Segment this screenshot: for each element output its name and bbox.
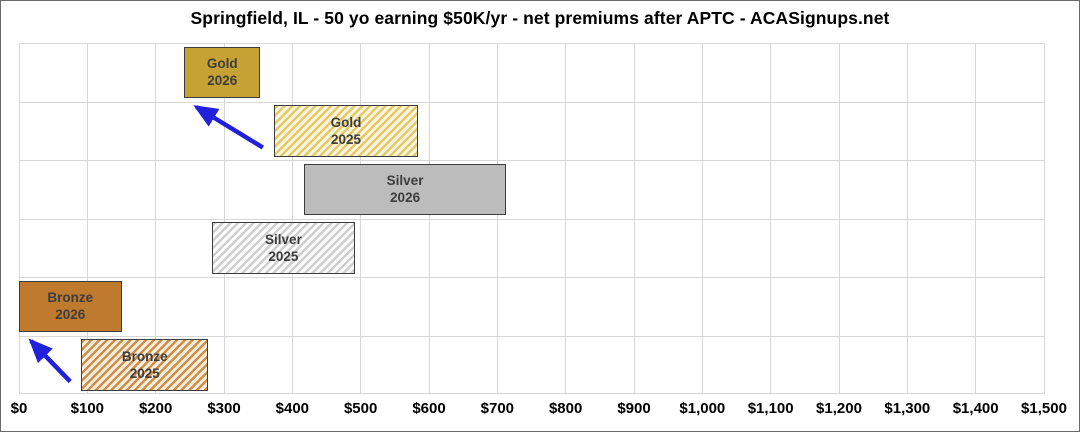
gridline-vertical [906, 43, 908, 394]
bar-label: 2025 [129, 365, 160, 381]
bar-silver-2025: Silver 2025 [211, 222, 356, 274]
gridline-vertical [770, 43, 772, 394]
bar-silver-2026: Silver 2026 [303, 163, 507, 215]
bar-label: 2026 [207, 73, 238, 89]
bar-label: Silver [386, 173, 424, 189]
bar-label: Silver [265, 231, 302, 247]
x-tick-label: $0 [10, 400, 28, 417]
bar-gold-2025: Gold 2025 [273, 105, 419, 157]
x-tick-label: $1,400 [952, 400, 999, 417]
gridline-vertical [428, 43, 430, 394]
x-tick-label: $800 [548, 400, 583, 417]
bar-gold-2026: Gold 2026 [184, 46, 261, 98]
gridline-horizontal [19, 102, 1044, 103]
x-tick-label: $500 [343, 400, 378, 417]
x-tick-label: $1,100 [747, 400, 794, 417]
x-tick-label: $100 [70, 400, 105, 417]
gridline-vertical [565, 43, 567, 394]
gridline-vertical [701, 43, 703, 394]
bar-label: 2025 [268, 248, 299, 264]
x-tick-label: $1,500 [1021, 400, 1067, 417]
bar-label: Bronze [121, 348, 168, 364]
gridline-vertical [496, 43, 498, 394]
gridline-horizontal [19, 160, 1044, 161]
gridline-horizontal [19, 277, 1044, 278]
bar-label: Gold [330, 114, 362, 130]
gridline-vertical [838, 43, 840, 394]
bar-bronze-2026: Bronze 2026 [19, 280, 122, 332]
x-axis: $0 $100 $200 $300 $400 $500 $600 $700 $800 $900 $1… [1, 400, 1079, 424]
bar-label: Gold [206, 56, 238, 72]
x-tick-label: $900 [617, 400, 651, 417]
bar-bronze-2025: Bronze 2025 [81, 339, 209, 391]
gridline-horizontal [19, 43, 1044, 44]
bar-label: 2025 [330, 131, 361, 147]
x-tick-label: $600 [412, 400, 446, 417]
x-tick-label: $1,300 [884, 400, 931, 417]
gridline-horizontal [19, 219, 1044, 220]
x-tick-label: $1,200 [816, 400, 862, 417]
gridline-vertical [975, 43, 977, 394]
chart-title: Springfield, IL - 50 yo earning $50K/yr … [190, 8, 890, 28]
bar-label: 2026 [55, 307, 86, 323]
x-tick-label: $200 [138, 400, 173, 417]
plot-area: Gold 2026 Gold 2025 Silver 2026 Silver 2025 Bron… [18, 43, 1045, 394]
x-tick-label: $1,000 [679, 400, 726, 417]
bar-label: 2026 [390, 190, 421, 206]
gridline-vertical [360, 43, 362, 394]
gridline-horizontal [19, 336, 1044, 337]
bar-label: Bronze [47, 290, 94, 306]
gridline-vertical [155, 43, 157, 394]
x-tick-label: $300 [207, 400, 241, 417]
gridline-horizontal [19, 393, 1044, 394]
x-tick-label: $700 [480, 400, 515, 417]
gridline-vertical [86, 43, 88, 394]
gridline-vertical [291, 43, 293, 394]
gridline-vertical [633, 43, 635, 394]
gridline-vertical [18, 43, 20, 394]
x-tick-label: $400 [275, 400, 310, 417]
gridline-vertical [223, 43, 225, 394]
gridline-vertical [1043, 43, 1045, 394]
